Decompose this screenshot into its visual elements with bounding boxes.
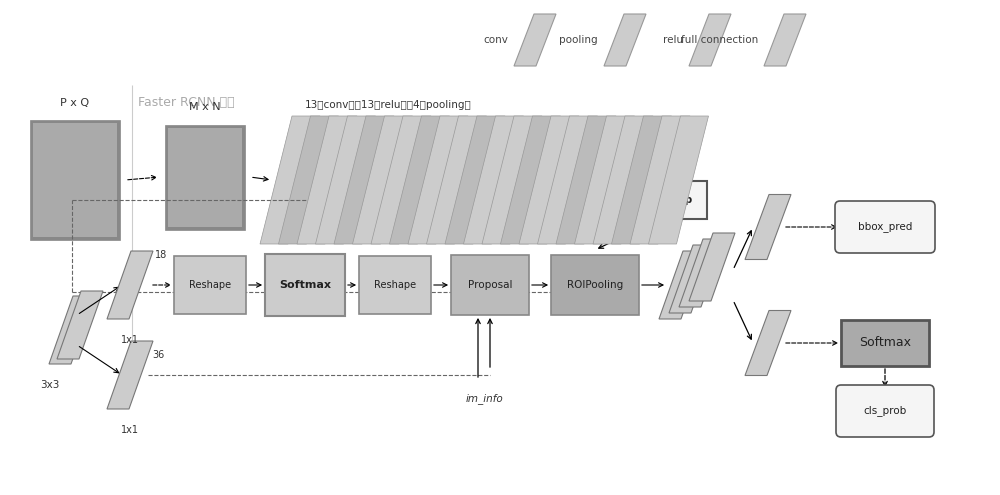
Text: 1x1: 1x1: [121, 425, 139, 435]
Text: pooling: pooling: [559, 35, 598, 45]
Text: 3x3: 3x3: [40, 380, 60, 390]
Text: M x N: M x N: [189, 102, 221, 112]
Polygon shape: [689, 14, 731, 66]
FancyBboxPatch shape: [835, 201, 935, 253]
Polygon shape: [745, 310, 791, 376]
Text: 18: 18: [155, 250, 167, 260]
Polygon shape: [612, 116, 672, 244]
Polygon shape: [316, 116, 376, 244]
Polygon shape: [426, 116, 486, 244]
FancyBboxPatch shape: [265, 254, 345, 316]
Text: 1x1: 1x1: [121, 335, 139, 345]
Text: im_info: im_info: [466, 393, 504, 404]
FancyBboxPatch shape: [174, 256, 246, 314]
Text: Softmax: Softmax: [859, 337, 911, 349]
FancyBboxPatch shape: [33, 123, 117, 237]
Polygon shape: [49, 296, 95, 364]
Text: 36: 36: [152, 350, 164, 360]
Polygon shape: [408, 116, 468, 244]
Text: cls_prob: cls_prob: [863, 405, 907, 416]
Text: Reshape: Reshape: [374, 280, 416, 290]
Polygon shape: [745, 195, 791, 259]
Polygon shape: [501, 116, 560, 244]
FancyBboxPatch shape: [451, 255, 529, 315]
Polygon shape: [519, 116, 579, 244]
FancyBboxPatch shape: [841, 320, 929, 366]
Polygon shape: [659, 251, 705, 319]
Polygon shape: [593, 116, 653, 244]
Text: Reshape: Reshape: [189, 280, 231, 290]
Text: Feature Map: Feature Map: [618, 195, 692, 205]
Polygon shape: [390, 116, 450, 244]
Polygon shape: [482, 116, 542, 244]
Polygon shape: [648, 116, 708, 244]
Polygon shape: [352, 116, 413, 244]
Polygon shape: [278, 116, 338, 244]
Text: 13个conv层，13个relu层，4个pooling层: 13个conv层，13个relu层，4个pooling层: [305, 100, 472, 110]
Polygon shape: [764, 14, 806, 66]
Text: P x Q: P x Q: [60, 98, 90, 108]
Text: bbox_pred: bbox_pred: [858, 222, 912, 233]
Polygon shape: [604, 14, 646, 66]
Polygon shape: [679, 239, 725, 307]
Text: full connection: full connection: [681, 35, 758, 45]
Polygon shape: [574, 116, 635, 244]
Polygon shape: [107, 251, 153, 319]
Text: ROIPooling: ROIPooling: [567, 280, 623, 290]
Polygon shape: [689, 233, 735, 301]
Polygon shape: [57, 291, 103, 359]
Polygon shape: [630, 116, 690, 244]
Polygon shape: [669, 245, 715, 313]
Polygon shape: [514, 14, 556, 66]
Polygon shape: [334, 116, 394, 244]
FancyBboxPatch shape: [551, 255, 639, 315]
Text: Faster RCNN 网络: Faster RCNN 网络: [138, 97, 235, 109]
FancyBboxPatch shape: [359, 256, 431, 314]
FancyBboxPatch shape: [602, 181, 707, 219]
Polygon shape: [107, 341, 153, 409]
Polygon shape: [556, 116, 616, 244]
Text: relu: relu: [663, 35, 683, 45]
Polygon shape: [297, 116, 357, 244]
FancyBboxPatch shape: [168, 128, 242, 227]
FancyBboxPatch shape: [165, 125, 245, 230]
FancyBboxPatch shape: [30, 120, 120, 240]
Polygon shape: [464, 116, 524, 244]
Text: conv: conv: [483, 35, 508, 45]
Polygon shape: [371, 116, 431, 244]
Text: Softmax: Softmax: [279, 280, 331, 290]
Polygon shape: [445, 116, 505, 244]
Text: 🚗: 🚗: [68, 170, 82, 190]
Text: Proposal: Proposal: [468, 280, 512, 290]
FancyBboxPatch shape: [836, 385, 934, 437]
Polygon shape: [538, 116, 598, 244]
Polygon shape: [260, 116, 320, 244]
